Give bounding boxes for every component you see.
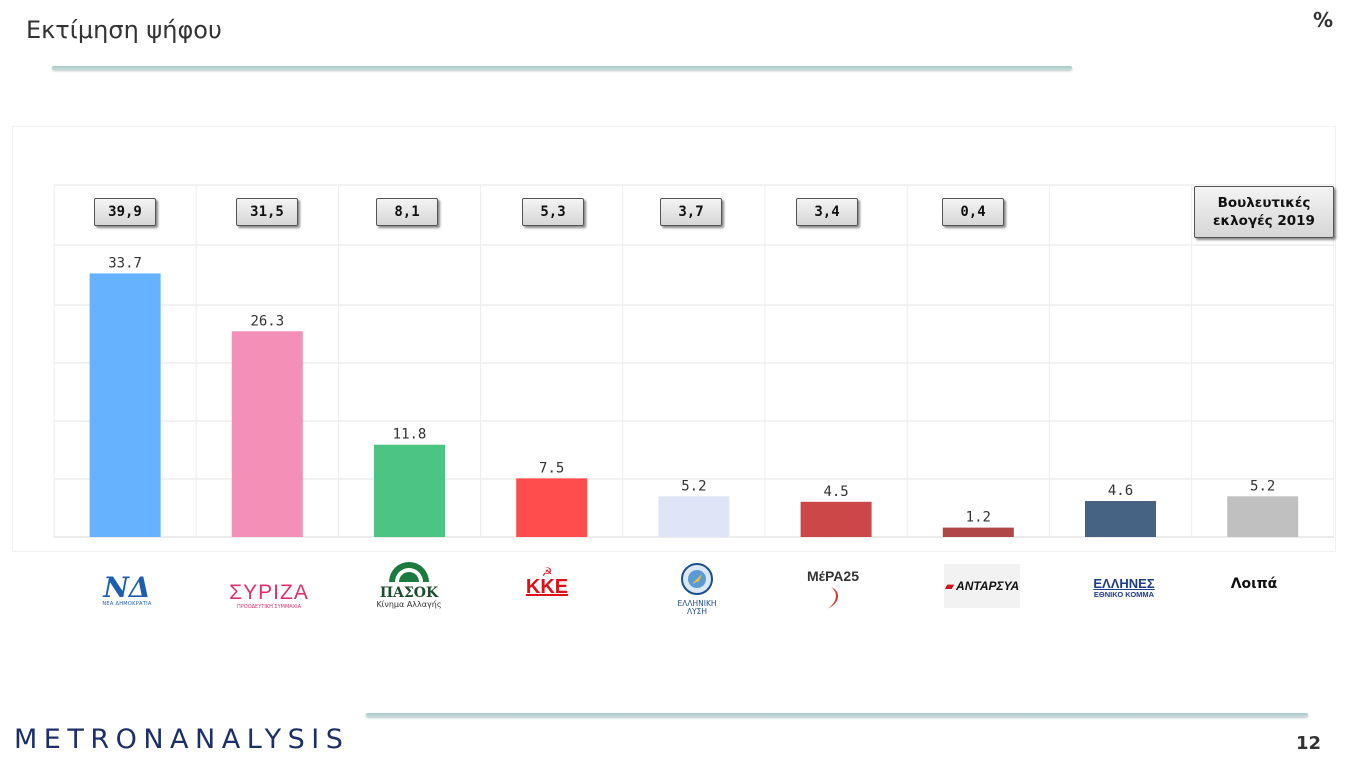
- syriza-logo-sub: ΠΡΟΟΔΕΥΤΙΚΗ ΣΥΜΜΑΧΙΑ: [236, 604, 302, 610]
- syriza-logo-mark: ΣΥΡΙΖΑ: [229, 581, 309, 604]
- logo-pasok: ΠΑΣΟΚ Κίνημα Αλλαγής: [366, 560, 452, 609]
- logo-other: Λοιπά: [1216, 576, 1292, 592]
- bar-2: [231, 331, 303, 537]
- bar-value-label: 11.8: [393, 427, 427, 443]
- brand-logo: METRONANALYSIS: [14, 724, 350, 755]
- bar-value-label: 4.5: [823, 484, 848, 500]
- flag-icon: ▰: [944, 579, 955, 593]
- ellines-logo-sub: ΕΘΝΙΚΟ ΚΟΜΜΑ: [1093, 590, 1155, 599]
- bar-5: [658, 496, 730, 537]
- el-logo-line1: ΕΛΛΗΝΙΚΗ: [677, 599, 717, 608]
- bar-value-label: 5.2: [681, 478, 706, 494]
- logo-ellines: ΕΛΛΗΝΕΣ ΕΘΝΙΚΟ ΚΟΜΜΑ: [1078, 576, 1170, 599]
- page-number: 12: [1296, 733, 1322, 754]
- logo-elliniki-lysi: ΕΛΛΗΝΙΚΗ ΛΥΣΗ: [664, 562, 730, 616]
- election-2019-value: 0,4: [942, 198, 1004, 226]
- bar-value-label: 26.3: [250, 313, 284, 329]
- mera25-swoosh-icon: [827, 587, 839, 609]
- election-2019-value: 5,3: [522, 198, 584, 226]
- hammer-sickle-icon: ☭: [541, 565, 553, 579]
- election-2019-value: 3,7: [660, 198, 722, 226]
- antarsya-logo-mark: ΑΝΤΑΡΣΥΑ: [956, 579, 1020, 593]
- footer-divider: [366, 713, 1308, 717]
- pasok-logo-mark: ΠΑΣΟΚ: [379, 585, 439, 601]
- bar-value-label: 33.7: [108, 255, 142, 271]
- bar-value-label: 5.2: [1250, 478, 1275, 494]
- logo-mera25: ΜέΡΑ25: [800, 566, 866, 611]
- el-logo-line2: ΛΥΣΗ: [686, 607, 708, 616]
- pasok-logo-sub: Κίνημα Αλλαγής: [376, 600, 442, 609]
- bar-8: [1085, 501, 1156, 537]
- bar-7: [942, 527, 1014, 537]
- nd-logo-mark: ΝΔ: [103, 571, 151, 604]
- election-2019-value: 31,5: [236, 198, 298, 226]
- kke-logo-mark: ΚΚΕ: [525, 576, 569, 598]
- election-2019-label: Βουλευτικές εκλογές 2019: [1194, 186, 1334, 238]
- pasok-sun-icon: [389, 562, 429, 582]
- page-title: Εκτίμηση ψήφου: [26, 16, 222, 44]
- logo-kke: ☭ ΚΚΕ: [522, 565, 572, 598]
- unit-label: %: [1313, 8, 1334, 32]
- bar-value-label: 7.5: [539, 460, 564, 476]
- election-2019-value: 39,9: [94, 198, 156, 226]
- bar-value-label: 4.6: [1108, 483, 1133, 499]
- bar-3: [374, 444, 445, 537]
- ellines-logo-mark: ΕΛΛΗΝΕΣ: [1093, 576, 1155, 591]
- logo-syriza: ΣΥΡΙΖΑ ΠΡΟΟΔΕΥΤΙΚΗ ΣΥΜΜΑΧΙΑ: [226, 581, 312, 611]
- bar-4: [516, 478, 588, 537]
- logo-nd: ΝΔ ΝΕΑ ΔΗΜΟΚΡΑΤΙΑ: [92, 571, 162, 608]
- mera25-logo-mark: ΜέΡΑ25: [807, 568, 859, 584]
- compass-icon: [681, 563, 713, 595]
- bar-9: [1227, 496, 1299, 537]
- bar-value-label: 1.2: [966, 510, 991, 526]
- other-label: Λοιπά: [1230, 576, 1278, 592]
- election-2019-value: 3,4: [796, 198, 858, 226]
- header-divider: [52, 66, 1072, 70]
- bar-1: [89, 273, 161, 537]
- logo-antarsya: ▰ ΑΝΤΑΡΣΥΑ: [944, 564, 1020, 608]
- nd-logo-sub: ΝΕΑ ΔΗΜΟΚΡΑΤΙΑ: [102, 601, 152, 607]
- election-2019-value: 8,1: [376, 198, 438, 226]
- bar-6: [800, 501, 872, 537]
